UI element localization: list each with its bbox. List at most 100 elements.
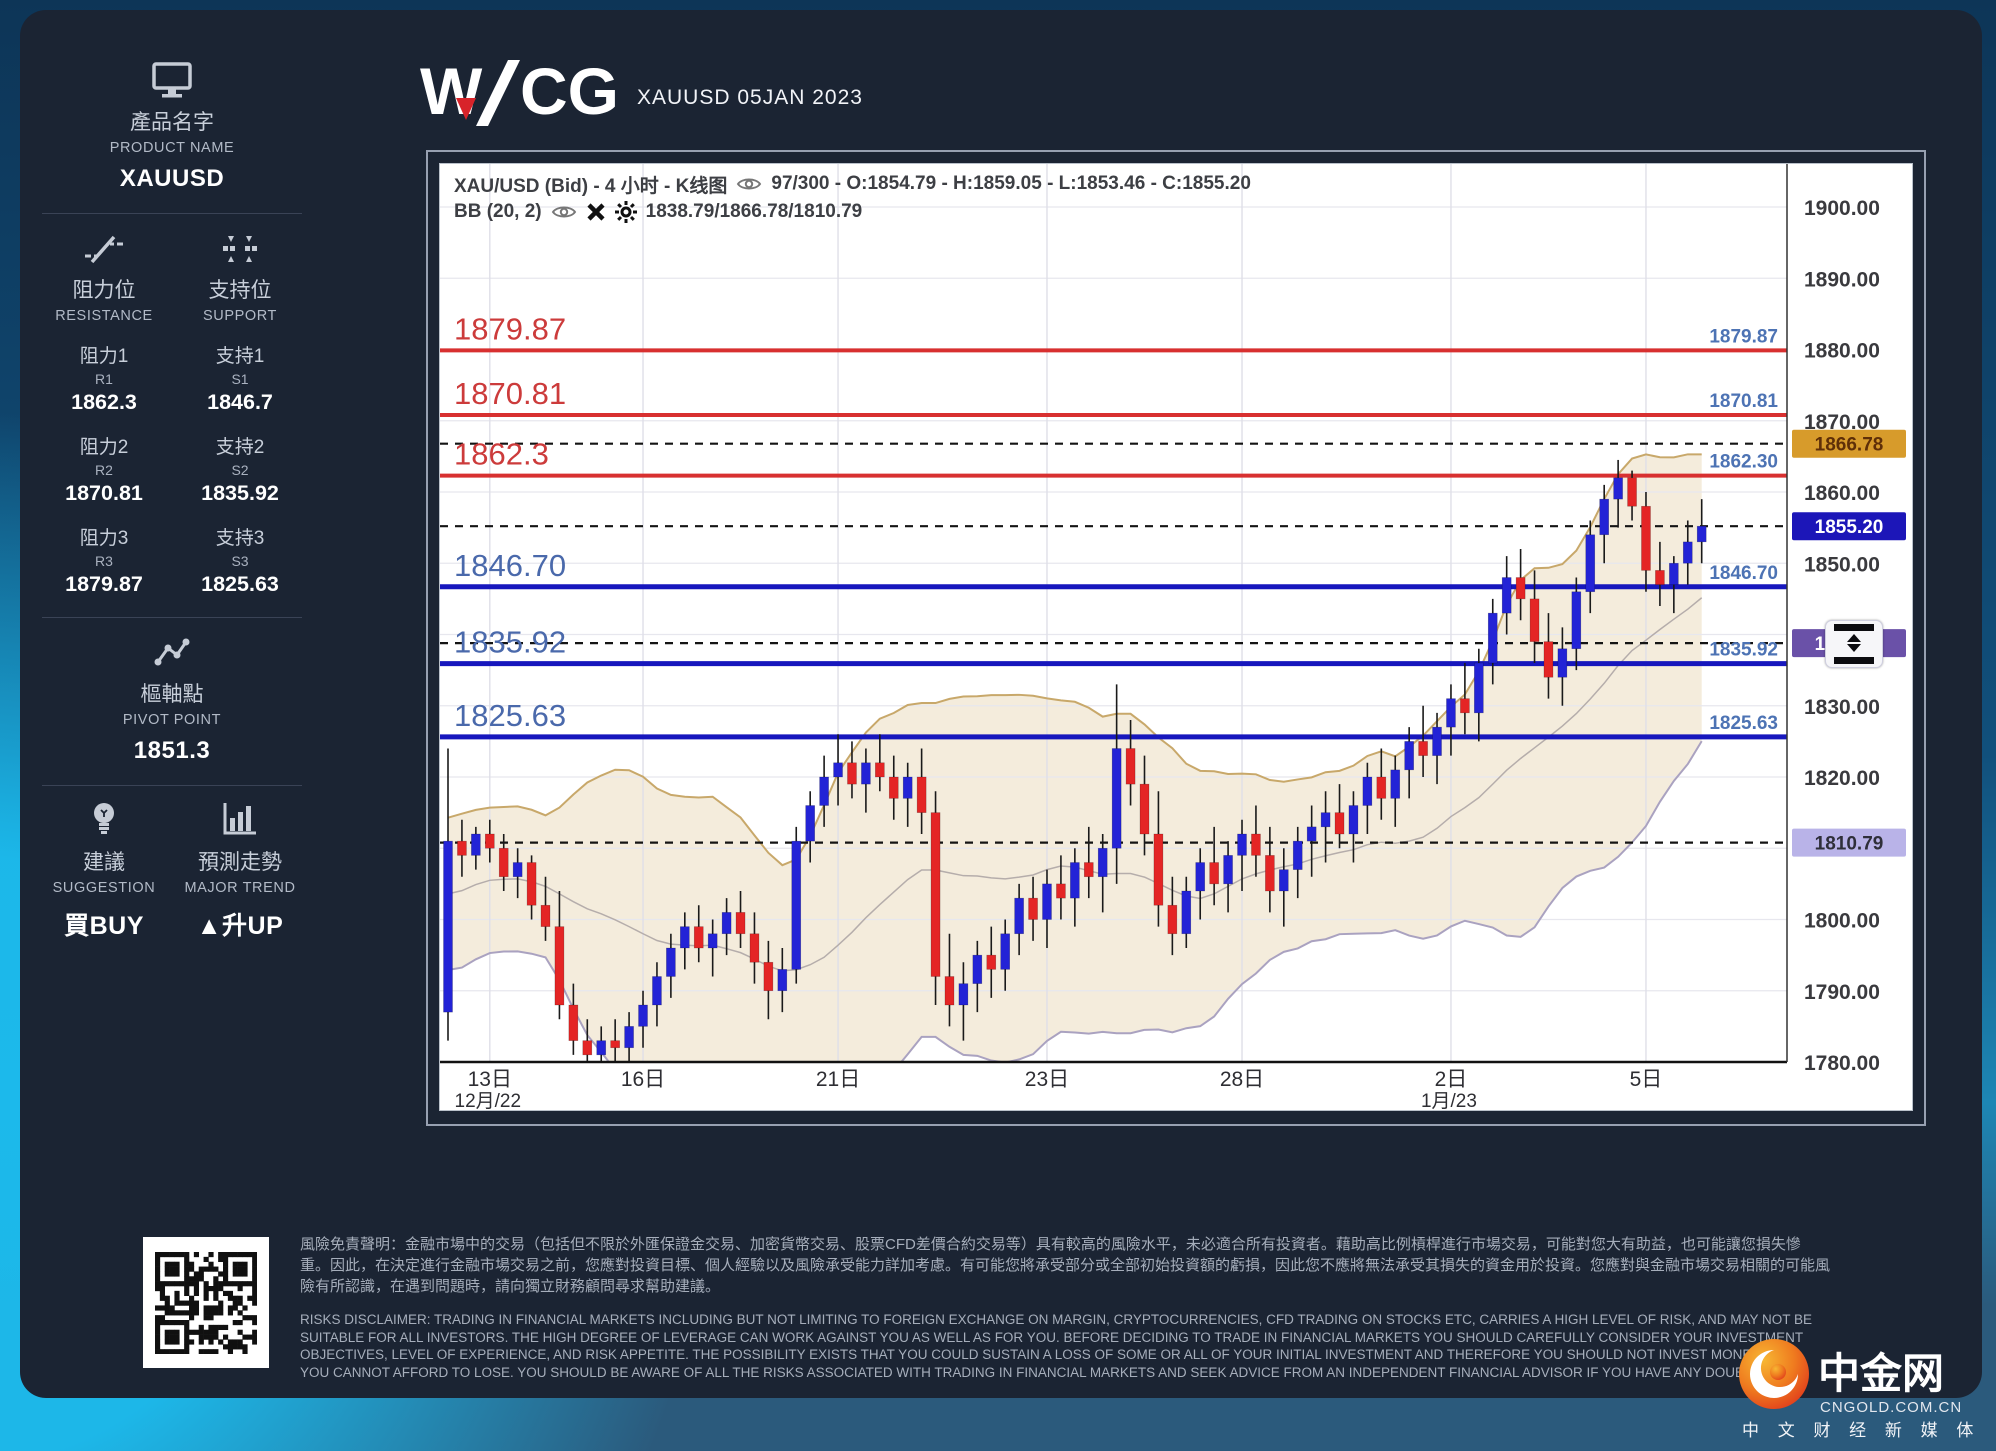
bollinger-band — [448, 454, 1702, 1110]
resistance-en: RESISTANCE — [55, 308, 153, 324]
trend-value-zh: 升 — [222, 912, 248, 940]
eye-icon[interactable] — [551, 203, 577, 221]
support-icon — [172, 230, 308, 264]
r2-code: R2 — [95, 462, 113, 478]
monitor-icon — [36, 62, 308, 98]
level-labels-right: 1879.87 1870.81 1862.30 1846.70 1835.92 1825.… — [1709, 326, 1778, 733]
support-level-1: 支持1 S1 1846.7 — [172, 341, 308, 415]
resistance-zh: 阻力位 — [72, 279, 136, 302]
summary-sidebar: 產品名字 PRODUCT NAME XAUUSD 阻力位 RESISTANCE — [36, 62, 308, 942]
scroll-bottom-bar — [1834, 657, 1874, 665]
svg-text:1866.78: 1866.78 — [1815, 435, 1884, 456]
chart-ohlc-label: 97/300 - O:1854.79 - H:1859.05 - L:1853.… — [771, 173, 1251, 194]
s3-zh: 支持3 — [215, 528, 265, 549]
level-labels-left: 1879.87 1870.81 1862.3 1846.70 1835.92 1825.6… — [454, 311, 566, 732]
wcg-logo-triangle — [456, 98, 476, 120]
up-arrow-icon: ▲ — [196, 912, 222, 940]
svg-text:1780.00: 1780.00 — [1804, 1052, 1880, 1075]
s3-value: 1825.63 — [201, 572, 279, 596]
s1-zh: 支持1 — [215, 346, 265, 367]
pivot-value: 1851.3 — [133, 737, 211, 764]
svg-text:1862.30: 1862.30 — [1709, 452, 1778, 473]
pivot-zh: 樞軸點 — [140, 683, 204, 706]
svg-text:1846.70: 1846.70 — [1709, 563, 1778, 584]
r2-zh: 阻力2 — [79, 437, 129, 458]
support-column: 支持位 SUPPORT 支持1 S1 1846.7 支持2 S2 1835.92… — [172, 230, 308, 597]
r1-zh: 阻力1 — [79, 346, 129, 367]
svg-text:1790.00: 1790.00 — [1804, 981, 1880, 1004]
chart-widget[interactable]: 1879.87 1870.81 1862.3 1846.70 1835.92 1825.6… — [439, 163, 1913, 1111]
resistance-level-1: 阻力1 R1 1862.3 — [36, 341, 172, 415]
r3-code: R3 — [95, 553, 113, 569]
svg-text:1825.63: 1825.63 — [1709, 713, 1778, 734]
svg-text:1810.79: 1810.79 — [1815, 834, 1884, 855]
suggestion-value: 買BUY — [36, 906, 172, 942]
svg-text:1870.00: 1870.00 — [1804, 411, 1880, 434]
svg-text:1835.92: 1835.92 — [1709, 640, 1778, 661]
cngold-title: 中金网 — [1818, 1350, 1944, 1397]
disclaimer: 風險免責聲明：金融市場中的交易（包括但不限於外匯保證金交易、加密貨幣交易、股票C… — [300, 1234, 1830, 1381]
trend-block: 預測走勢 MAJOR TREND ▲升UP — [172, 802, 308, 942]
svg-text:1846.70: 1846.70 — [454, 548, 566, 583]
svg-text:2日: 2日 — [1435, 1068, 1468, 1091]
lightbulb-icon — [36, 802, 172, 836]
svg-text:1879.87: 1879.87 — [1709, 326, 1778, 347]
svg-text:1900.00: 1900.00 — [1804, 197, 1880, 220]
trend-en: MAJOR TREND — [184, 880, 296, 896]
resistance-icon — [36, 230, 172, 264]
level-lines — [440, 348, 1787, 844]
svg-text:1879.87: 1879.87 — [454, 311, 566, 346]
divider — [42, 617, 302, 618]
suggestion-value-en: BUY — [89, 912, 144, 940]
price-badge — [1792, 429, 1906, 458]
s2-zh: 支持2 — [215, 437, 265, 458]
cngold-tagline: 中 文 财 经 新 媒 体 — [1742, 1421, 1980, 1440]
axis-scrollbar-handle[interactable] — [1825, 620, 1883, 669]
r3-zh: 阻力3 — [79, 528, 129, 549]
r1-value: 1862.3 — [71, 390, 137, 414]
svg-text:1855.20: 1855.20 — [1815, 517, 1884, 538]
eye-icon[interactable] — [736, 175, 762, 193]
svg-text:1月/23: 1月/23 — [1421, 1091, 1477, 1110]
suggestion-value-zh: 買 — [64, 912, 90, 940]
suggestion-block: 建議 SUGGESTION 買BUY — [36, 802, 172, 942]
divider — [42, 213, 302, 214]
scroll-up-arrow[interactable] — [1847, 634, 1861, 643]
price-badge — [1792, 512, 1906, 541]
svg-text:1880.00: 1880.00 — [1804, 340, 1880, 363]
disclaimer-en: RISKS DISCLAIMER: TRADING IN FINANCIAL M… — [300, 1312, 1813, 1380]
disclaimer-zh: 風險免責聲明：金融市場中的交易（包括但不限於外匯保證金交易、加密貨幣交易、股票C… — [300, 1236, 1831, 1295]
close-icon[interactable] — [586, 202, 606, 222]
support-zh: 支持位 — [208, 279, 272, 302]
trend-value-en: UP — [247, 912, 284, 940]
product-name-value: XAUUSD — [119, 165, 225, 192]
s3-code: S3 — [231, 553, 249, 569]
pivot-en: PIVOT POINT — [122, 712, 222, 728]
s1-code: S1 — [231, 371, 249, 387]
qr-code — [143, 1237, 269, 1368]
s2-value: 1835.92 — [201, 481, 279, 505]
svg-text:1820.00: 1820.00 — [1804, 767, 1880, 790]
svg-text:16日: 16日 — [621, 1068, 665, 1091]
wcg-logo-cg: CG — [520, 54, 619, 128]
svg-text:21日: 21日 — [816, 1068, 860, 1091]
resistance-level-2: 阻力2 R2 1870.81 — [36, 432, 172, 506]
support-en: SUPPORT — [202, 308, 278, 324]
svg-text:13日: 13日 — [468, 1068, 512, 1091]
r1-code: R1 — [95, 371, 113, 387]
bb-indicator-label: BB (20, 2) — [454, 201, 542, 222]
svg-text:28日: 28日 — [1220, 1068, 1264, 1091]
wcg-logo-slash — [476, 60, 520, 126]
gear-icon[interactable] — [614, 201, 637, 223]
scroll-down-arrow[interactable] — [1847, 644, 1861, 653]
candlestick-chart[interactable]: 1879.87 1870.81 1862.3 1846.70 1835.92 1825.6… — [440, 164, 1912, 1110]
bar-chart-icon — [172, 802, 308, 836]
report-title: XAUUSD 05JAN 2023 — [637, 86, 863, 109]
bb-values-label: 1838.79/1866.78/1810.79 — [645, 201, 863, 222]
candles — [443, 459, 1707, 1070]
resistance-level-3: 阻力3 R3 1879.87 — [36, 523, 172, 597]
s1-value: 1846.7 — [207, 390, 273, 414]
price-axis[interactable]: 1900.00 1890.00 1880.00 1870.00 1860.00 1850.… — [1786, 164, 1912, 1110]
